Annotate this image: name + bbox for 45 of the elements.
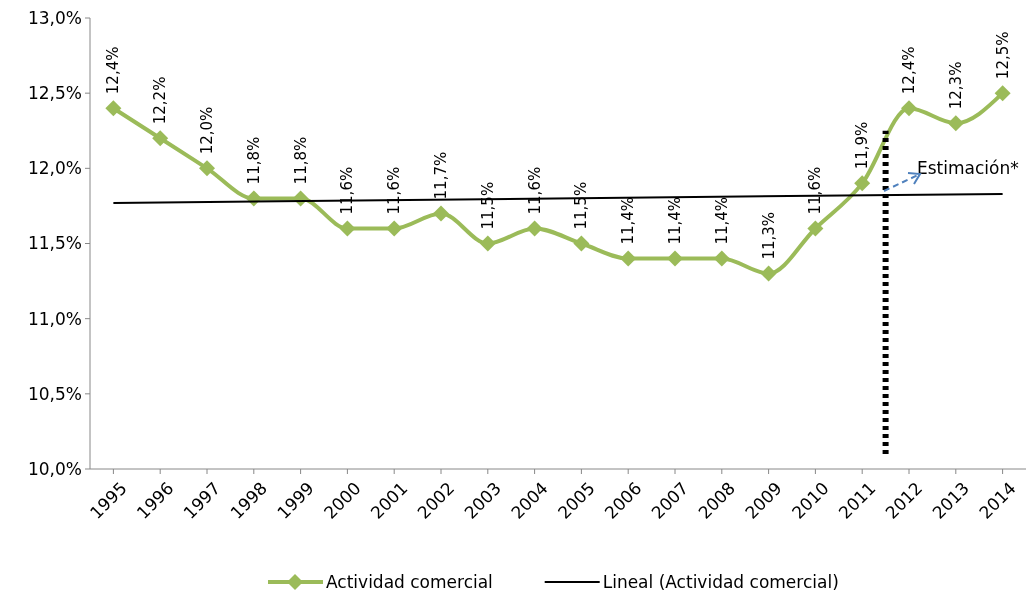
data-label: 12,3% (946, 61, 965, 110)
point (667, 250, 683, 267)
point (854, 175, 871, 192)
data-label: 12,0% (198, 106, 216, 155)
y-tick-label: 10,5% (27, 383, 82, 404)
legend-label: Lineal (Actividad comercial) (602, 571, 839, 592)
data-label: 11,8% (291, 136, 310, 185)
data-label: 11,4% (712, 196, 731, 245)
data-label: 11,7% (432, 151, 450, 200)
point (760, 265, 777, 282)
point (339, 220, 356, 237)
point (713, 250, 730, 267)
y-tick-label: 13,0% (27, 7, 82, 28)
y-tick-label: 11,0% (27, 308, 82, 329)
data-label: 11,3% (759, 211, 778, 260)
point (433, 205, 449, 222)
y-tick-label: 10,0% (27, 458, 82, 479)
point (994, 85, 1011, 102)
point (573, 235, 590, 252)
point (947, 115, 964, 132)
annotation: Estimación* (917, 158, 1019, 178)
data-label: 11,4% (666, 196, 684, 245)
point (199, 160, 215, 177)
legend-label: Actividad comercial (326, 571, 493, 592)
data-label: 12,5% (993, 31, 1012, 80)
data-label: 11,6% (806, 166, 825, 215)
data-label: 12,4% (104, 46, 123, 95)
y-tick-label: 12,5% (27, 83, 82, 104)
point (807, 220, 824, 237)
point (620, 250, 637, 267)
data-label: 11,9% (853, 121, 872, 170)
data-label: 11,4% (619, 196, 638, 245)
point (386, 220, 403, 237)
y-tick-label: 12,0% (27, 158, 82, 179)
data-label: 11,6% (525, 166, 544, 215)
y-tick-label: 11,5% (27, 233, 82, 254)
data-label: 12,2% (151, 76, 170, 125)
point (479, 235, 496, 252)
data-label: 12,4% (900, 46, 918, 95)
point (901, 100, 917, 117)
data-label: 11,5% (478, 181, 497, 230)
point (526, 220, 543, 237)
point (105, 100, 122, 117)
point (152, 130, 169, 147)
data-label: 11,8% (244, 136, 263, 185)
